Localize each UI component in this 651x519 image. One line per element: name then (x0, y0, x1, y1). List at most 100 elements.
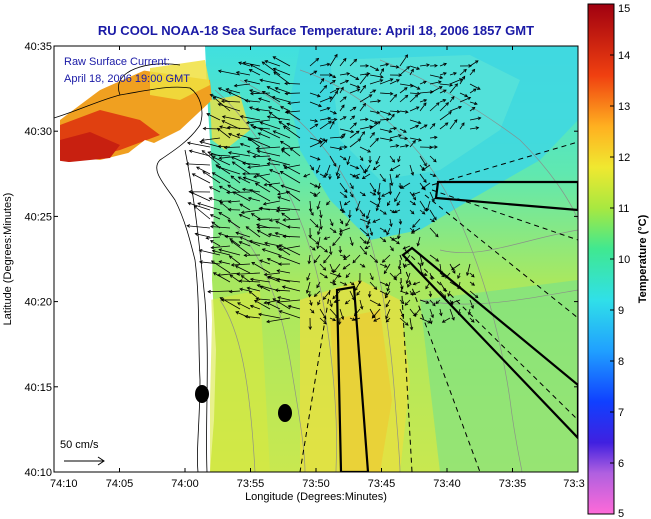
current-vector-head (221, 115, 226, 119)
current-vector (287, 226, 301, 229)
current-vector (272, 298, 291, 310)
current-vector-head (372, 89, 377, 93)
current-vector (329, 155, 337, 167)
current-vector-head (267, 106, 272, 110)
current-vector (309, 218, 319, 228)
current-vector-head (409, 292, 414, 296)
current-vector-head (186, 141, 191, 146)
current-vector-head (352, 174, 356, 178)
current-vector-head (342, 266, 347, 270)
current-vector-head (416, 242, 421, 247)
current-vector (284, 82, 301, 85)
current-vector (228, 152, 251, 157)
current-vector-head (313, 70, 318, 74)
current-vector (325, 164, 331, 176)
current-vector (319, 317, 327, 325)
current-vector-head (239, 142, 244, 147)
current-vector-head (278, 310, 283, 314)
current-vector (429, 272, 433, 280)
current-vector (469, 127, 479, 130)
current-vector (349, 164, 359, 169)
current-vector-head (220, 99, 225, 104)
current-vector (354, 317, 361, 321)
current-vector (369, 182, 377, 193)
current-vector-head (431, 197, 435, 202)
current-vector (202, 150, 221, 166)
current-vector (399, 308, 404, 318)
current-vector (352, 254, 361, 264)
current-vector (339, 96, 347, 103)
current-vector-head (343, 201, 348, 206)
current-vector (210, 226, 231, 229)
current-vector (379, 173, 386, 182)
current-vector (439, 122, 449, 130)
current-vector-head (355, 175, 360, 179)
current-vector (337, 173, 341, 179)
current-vector-head (381, 193, 385, 197)
current-vector-head (441, 319, 446, 323)
current-vector-head (266, 115, 271, 119)
current-vector (238, 176, 251, 184)
current-vector-head (354, 287, 358, 292)
current-vector (401, 182, 411, 189)
current-vector-head (377, 99, 382, 103)
current-vector (268, 158, 291, 166)
current-vector (277, 299, 301, 303)
current-vector (236, 133, 251, 139)
current-vector (468, 308, 471, 315)
current-vector-head (345, 222, 349, 227)
current-vector-head (376, 110, 381, 115)
current-vector (264, 272, 281, 276)
current-vector-head (405, 291, 409, 295)
current-vector (206, 236, 221, 239)
current-vector (253, 155, 271, 158)
current-vector (218, 103, 241, 112)
current-vector (439, 290, 446, 298)
current-vector-head (344, 189, 348, 193)
current-vector-head (393, 93, 398, 98)
current-vector (366, 218, 371, 229)
current-vector (458, 281, 461, 289)
current-vector-head (347, 214, 352, 219)
current-vector (309, 70, 317, 76)
current-vector (366, 209, 371, 219)
current-vector (235, 265, 251, 274)
current-vector-head (210, 224, 214, 229)
current-vector (422, 164, 431, 171)
current-vector-head (263, 182, 268, 187)
current-vector (332, 236, 341, 246)
current-vector-head (342, 254, 347, 258)
current-vector-head (448, 111, 452, 115)
current-vector-head (263, 272, 268, 277)
current-vector (399, 281, 404, 289)
current-vector (286, 123, 301, 130)
current-vector-head (253, 174, 257, 179)
current-vector-head (333, 163, 337, 167)
current-vector-head (258, 206, 263, 211)
current-vector-head (287, 304, 292, 309)
current-vector-head (365, 232, 370, 237)
current-vector-head (355, 76, 360, 80)
current-vector-head (414, 312, 418, 317)
current-vector (219, 201, 231, 211)
current-vector-head (277, 192, 281, 196)
current-vector (309, 164, 314, 171)
current-vector-head (474, 60, 479, 64)
current-vector-head (433, 216, 437, 221)
current-vector (329, 218, 334, 226)
current-vector-head (403, 129, 407, 133)
current-vector (359, 236, 367, 244)
current-vector (379, 63, 389, 67)
current-vector (442, 317, 451, 323)
current-vector-head (277, 255, 282, 259)
current-vector-head (371, 314, 376, 319)
current-vector (383, 263, 391, 274)
current-vector-head (442, 99, 447, 103)
current-vector-head (339, 229, 344, 233)
current-vector (409, 106, 420, 112)
current-vector (319, 272, 328, 279)
current-vector (389, 218, 392, 227)
current-vector-head (464, 93, 469, 98)
current-vector-head (366, 240, 370, 245)
current-vector-head (449, 300, 454, 305)
